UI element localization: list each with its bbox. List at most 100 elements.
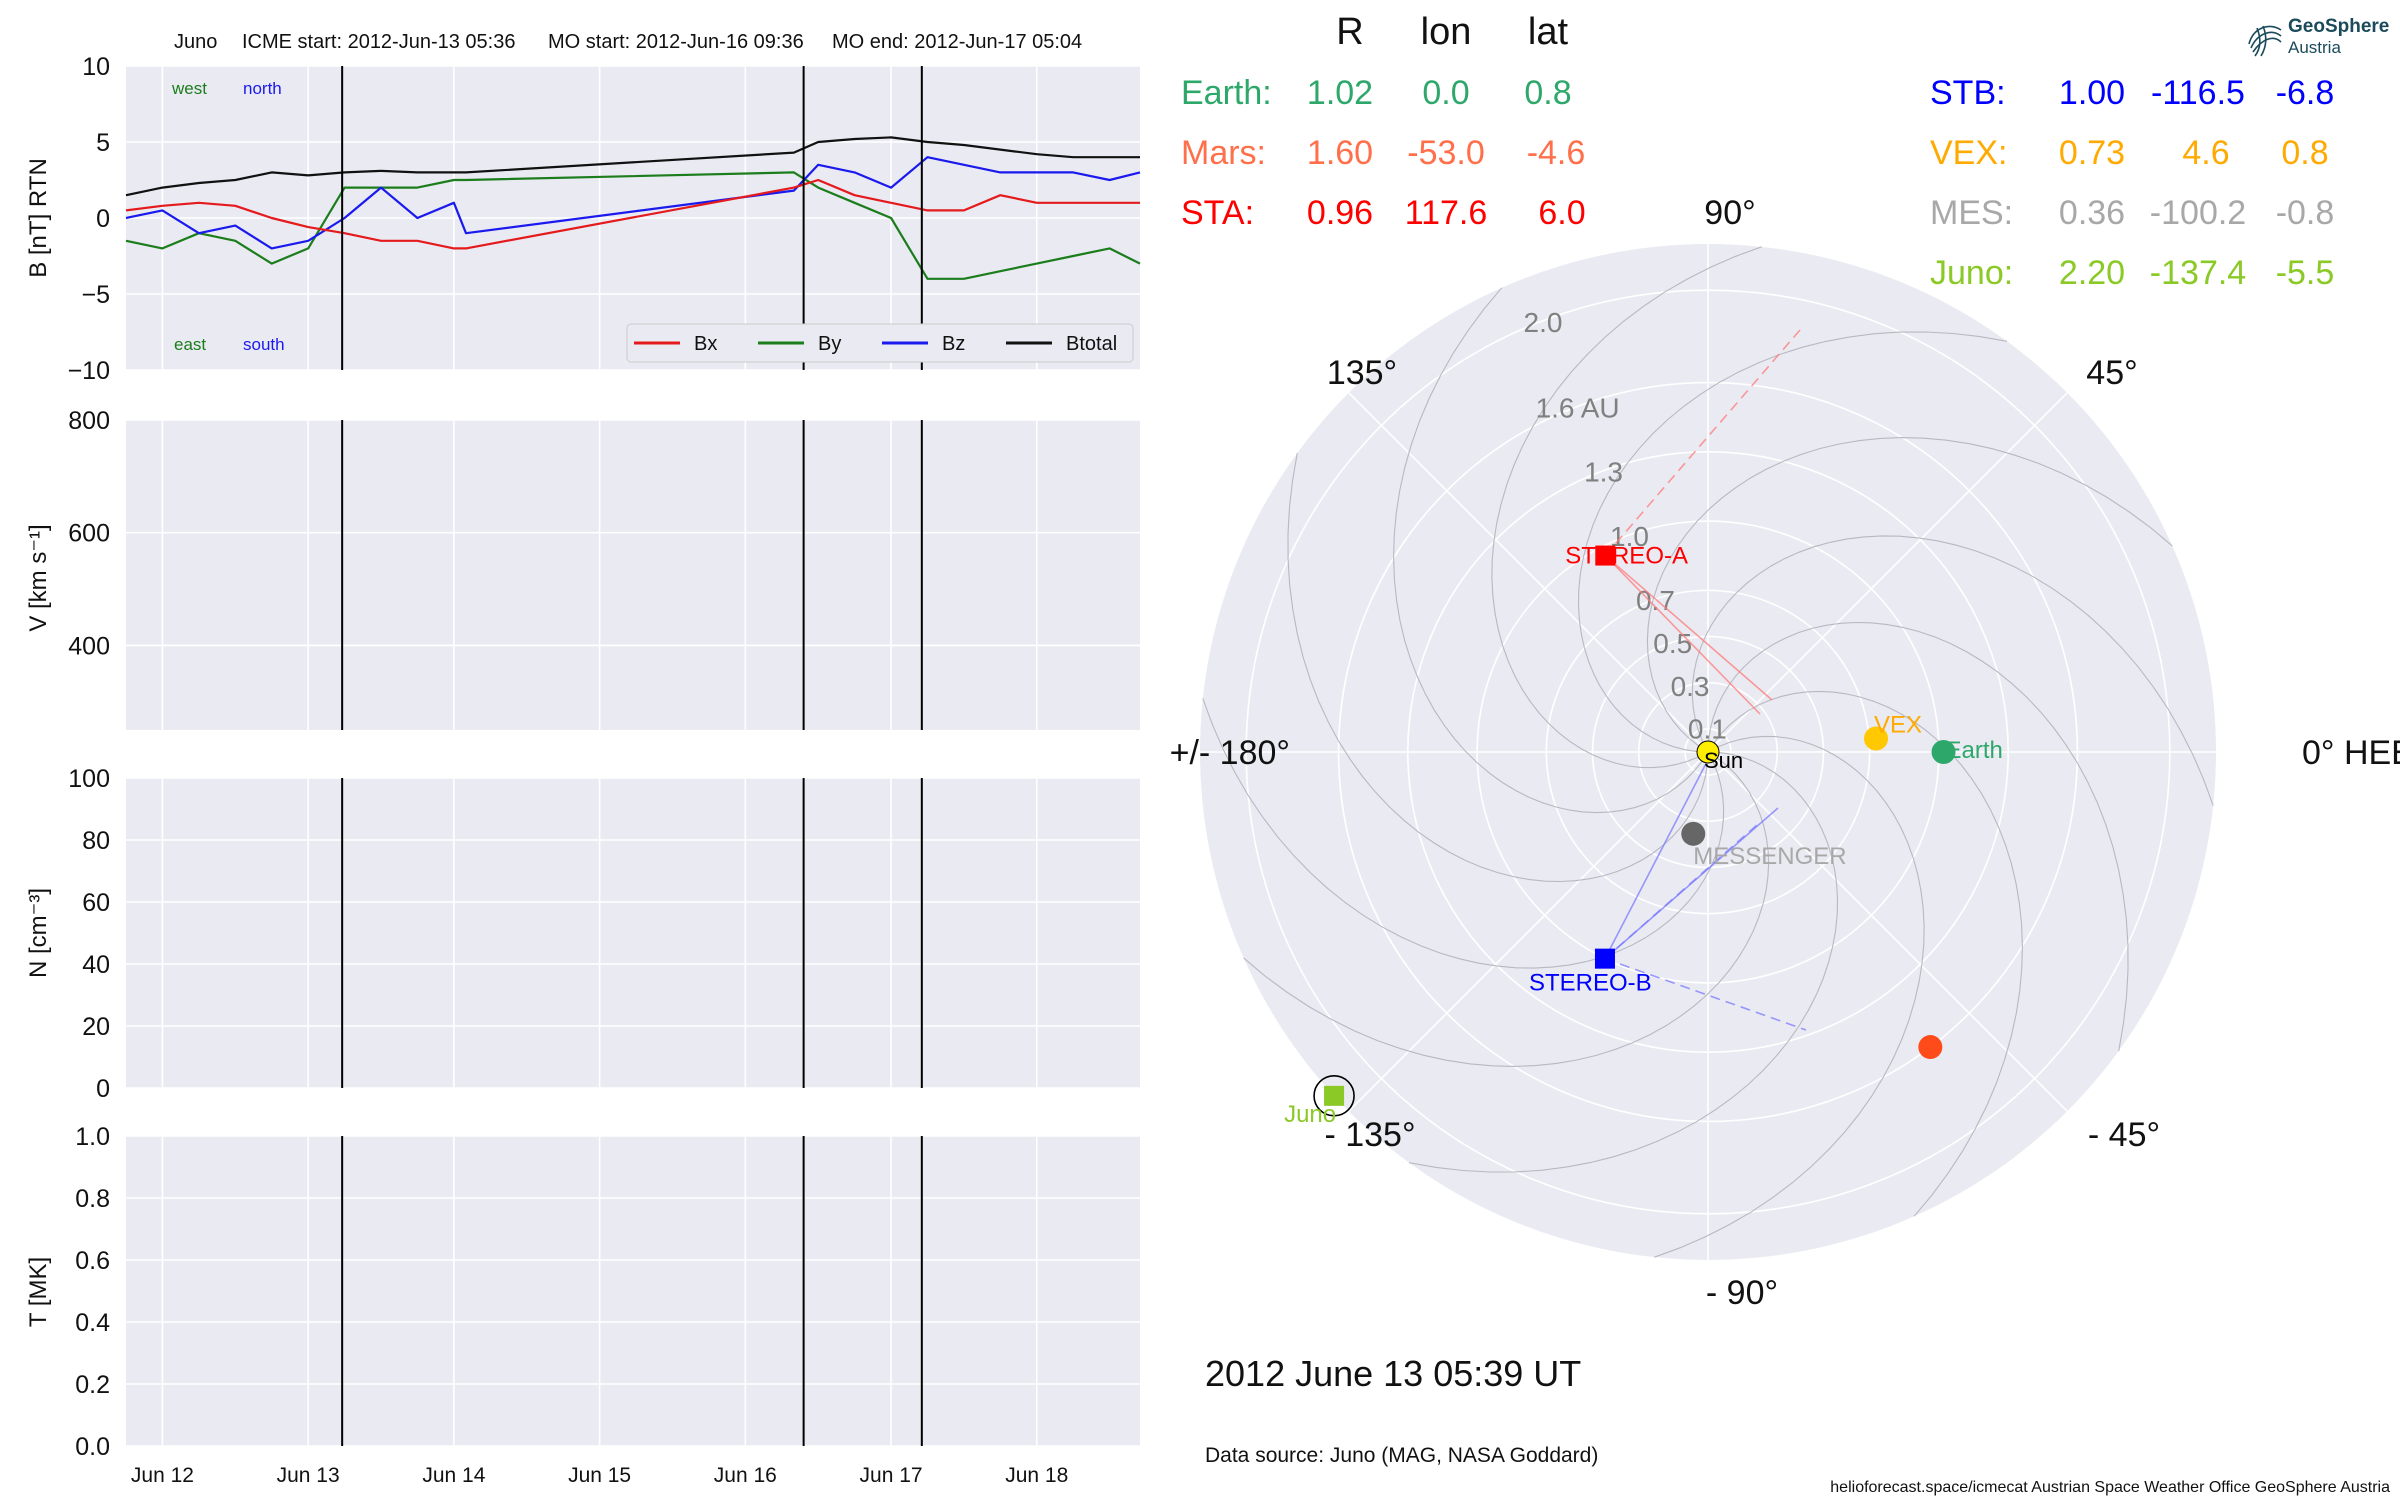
x-tick-label: Jun 12 bbox=[131, 1464, 194, 1487]
row-mes-name: MES: bbox=[1930, 194, 2013, 232]
legend-box bbox=[626, 323, 1134, 363]
angle-label-90: 90° bbox=[1704, 194, 1755, 232]
row-earth-r: 1.02 bbox=[1307, 74, 1373, 112]
y-tick-labels: 10 5 0 −5 −10 bbox=[68, 53, 110, 385]
body-marker-earth bbox=[1931, 740, 1956, 764]
geosphere-swirl-icon bbox=[2248, 25, 2282, 57]
y-tick-label: 20 bbox=[82, 1013, 110, 1041]
row-earth-name: Earth: bbox=[1181, 74, 1272, 112]
row-mars-r: 1.60 bbox=[1307, 134, 1373, 172]
table-header-r: R bbox=[1336, 11, 1363, 53]
y-tick-label: 0.8 bbox=[75, 1185, 110, 1213]
annotation-north: north bbox=[243, 79, 282, 98]
header-mo-start: MO start: 2012-Jun-16 09:36 bbox=[548, 31, 804, 53]
body-label-stb: STEREO-B bbox=[1529, 970, 1652, 997]
panel-grid bbox=[126, 777, 1140, 1089]
stb-fov-line bbox=[1604, 957, 1807, 1031]
footer-credits: helioforecast.space/icmecat Austrian Spa… bbox=[1830, 1479, 2390, 1496]
body-marker-sta bbox=[1595, 545, 1616, 566]
body-marker-mars bbox=[1918, 1035, 1943, 1060]
angle-label-minus-45: - 45° bbox=[2088, 1116, 2160, 1154]
radial-label: 0.5 bbox=[1653, 628, 1692, 659]
y-tick-labels: 800 600 400 bbox=[68, 407, 110, 660]
event-lines bbox=[341, 778, 923, 1088]
event-lines bbox=[341, 420, 923, 730]
y-tick-label: −10 bbox=[68, 357, 110, 385]
table-header-lon: lon bbox=[1421, 11, 1472, 53]
row-earth-lon: 0.0 bbox=[1422, 74, 1469, 112]
y-tick-label: 1.0 bbox=[75, 1123, 110, 1151]
radial-label: 1.3 bbox=[1584, 457, 1623, 488]
row-mes-r: 0.36 bbox=[2059, 194, 2125, 232]
legend-label-bz: Bz bbox=[942, 333, 965, 355]
radial-label: 1.6 AU bbox=[1536, 392, 1620, 423]
parker-spiral bbox=[1408, 751, 1839, 1173]
positions-table: R lon lat Earth: 1.02 0.0 0.8 Mars: 1.60… bbox=[1181, 11, 2334, 292]
row-vex-r: 0.73 bbox=[2059, 134, 2125, 172]
y-tick-label: 60 bbox=[82, 889, 110, 917]
panel-temperature: 1.00.80.60.40.20.0 Jun 12 Jun 13 Jun 14 Jun… bbox=[25, 1123, 1140, 1487]
y-tick-labels: 1.0 0.8 0.6 0.4 0.2 0.0 bbox=[75, 1123, 110, 1461]
y-tick-label: 400 bbox=[68, 632, 110, 660]
parker-spiral bbox=[1654, 735, 1925, 1258]
y-tick-label: 10 bbox=[82, 53, 110, 81]
event-lines bbox=[341, 1136, 923, 1446]
row-juno-r: 2.20 bbox=[2059, 254, 2125, 292]
row-stb-lat: -6.8 bbox=[2276, 74, 2335, 112]
angle-label-180: +/- 180° bbox=[1170, 734, 1290, 772]
x-tick-label: Jun 15 bbox=[568, 1464, 631, 1487]
body-label-sta: STEREO-A bbox=[1565, 543, 1688, 570]
stb-fov-line bbox=[1604, 751, 1713, 960]
timestamp: 2012 June 13 05:39 UT bbox=[1205, 1353, 1581, 1394]
x-tick-label: Jun 16 bbox=[714, 1464, 777, 1487]
angle-label-0: 0° HEEQ bbox=[2302, 734, 2400, 772]
y-tick-label: 0 bbox=[96, 1075, 110, 1103]
panel-density: 100 80 60 40 20 0 N [cm⁻³] bbox=[25, 765, 1140, 1103]
x-tick-label: Jun 13 bbox=[277, 1464, 340, 1487]
x-tick-label: Jun 14 bbox=[422, 1464, 485, 1487]
logo-title: GeoSphere bbox=[2288, 16, 2390, 37]
series-line-bz bbox=[125, 156, 1141, 250]
body-marker-mes bbox=[1681, 821, 1706, 846]
table-header-lat: lat bbox=[1528, 11, 1569, 53]
polar-plot: 0.10.30.50.71.01.31.6 AU2.0 Sun EarthVEXM… bbox=[1170, 194, 2400, 1312]
parker-spiral bbox=[1577, 331, 2008, 753]
y-tick-label: 0.6 bbox=[75, 1247, 110, 1275]
angle-label-135: 135° bbox=[1327, 354, 1397, 392]
row-vex-name: VEX: bbox=[1930, 134, 2007, 172]
legend: Bx By Bz Btotal bbox=[626, 323, 1134, 363]
y-tick-label: 0.4 bbox=[75, 1309, 110, 1337]
row-juno-lat: -5.5 bbox=[2276, 254, 2335, 292]
row-mars-name: Mars: bbox=[1181, 134, 1266, 172]
panel-grid bbox=[126, 419, 1140, 730]
header-spacecraft: Juno bbox=[174, 31, 217, 53]
parker-spiral bbox=[1707, 621, 2129, 1052]
parker-spiral bbox=[1243, 751, 1770, 1067]
radial-label: 0.3 bbox=[1671, 671, 1710, 702]
row-vex-lat: 0.8 bbox=[2281, 134, 2328, 172]
row-juno-lon: -137.4 bbox=[2150, 254, 2246, 292]
y-tick-label: 0.0 bbox=[75, 1433, 110, 1461]
header-icme-start: ICME start: 2012-Jun-13 05:36 bbox=[242, 31, 515, 53]
y-tick-label: 80 bbox=[82, 827, 110, 855]
row-mes-lon: -100.2 bbox=[2150, 194, 2246, 232]
row-mars-lon: -53.0 bbox=[1407, 134, 1485, 172]
parker-spiral bbox=[1393, 287, 1709, 814]
body-label-earth: Earth bbox=[1946, 737, 2003, 764]
body-label-sun: Sun bbox=[1704, 748, 1743, 773]
sta-fov-line bbox=[1604, 554, 1761, 715]
panel-background bbox=[126, 778, 1140, 1088]
radial-label: 1.0 bbox=[1610, 521, 1649, 552]
row-sta-r: 0.96 bbox=[1307, 194, 1373, 232]
sta-fov-line bbox=[1604, 329, 1801, 557]
body-label-mes: MESSENGER bbox=[1693, 843, 1846, 870]
y-axis-label: N [cm⁻³] bbox=[25, 888, 52, 978]
logo-subtitle: Austria bbox=[2288, 38, 2341, 57]
body-marker-vex bbox=[1864, 726, 1889, 751]
annotation-south: south bbox=[243, 335, 285, 354]
series-group bbox=[125, 136, 1141, 280]
row-stb-lon: -116.5 bbox=[2151, 74, 2245, 112]
row-mars-lat: -4.6 bbox=[1527, 134, 1586, 172]
legend-label-bx: Bx bbox=[694, 333, 717, 355]
y-tick-label: 600 bbox=[68, 520, 110, 548]
